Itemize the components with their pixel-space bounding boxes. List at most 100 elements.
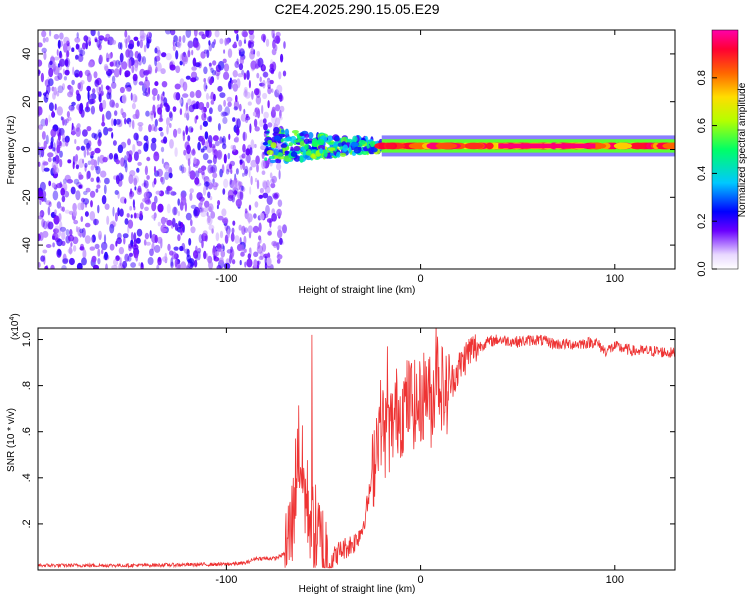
heatmap-cell	[269, 172, 273, 179]
heatmap-cell	[128, 59, 132, 69]
heatmap-cell	[156, 168, 163, 177]
heatmap-cell	[192, 103, 199, 110]
heatmap-cell	[311, 153, 316, 158]
heatmap-cell	[208, 224, 215, 231]
heatmap-cell	[203, 82, 208, 92]
heatmap-cell	[62, 258, 69, 265]
heatmap-cell	[78, 184, 83, 189]
heatmap-cell	[323, 149, 328, 158]
heatmap-cell	[139, 39, 144, 49]
heatmap-cell	[288, 142, 293, 147]
heatmap-cell	[134, 186, 137, 191]
heatmap-cell	[212, 60, 217, 66]
heatmap-cell	[132, 244, 139, 251]
heatmap-cell	[271, 240, 278, 247]
heatmap-cell	[118, 262, 123, 269]
heatmap-cell	[182, 224, 185, 233]
heatmap-cell	[97, 138, 102, 147]
heatmap-cell	[207, 191, 211, 199]
heatmap-cell	[250, 139, 255, 150]
heatmap-cell	[127, 43, 134, 50]
heatmap-cell	[95, 165, 101, 175]
heatmap-cell	[221, 137, 225, 143]
heatmap-cell	[242, 143, 246, 153]
heatmap-cell	[69, 229, 73, 236]
heatmap-cell	[157, 203, 164, 213]
heatmap-cell	[105, 110, 112, 120]
heatmap-cell	[111, 39, 117, 45]
heatmap-cell	[133, 151, 139, 161]
heatmap-cell	[173, 246, 179, 251]
heatmap-cell	[275, 31, 281, 38]
heatmap-cell	[43, 161, 49, 166]
heatmap-cell	[185, 102, 189, 111]
heatmap-cell	[220, 250, 226, 258]
heatmap-cell	[200, 135, 205, 141]
heatmap-cell	[69, 104, 72, 110]
heatmap-cell	[222, 111, 228, 117]
heatmap-cell	[193, 30, 198, 37]
heatmap-cell	[52, 235, 55, 240]
heatmap-cell	[198, 234, 203, 244]
heatmap-cell	[65, 138, 69, 147]
heatmap-cell	[62, 132, 65, 141]
heatmap-cell	[107, 127, 113, 132]
heatmap-cell	[179, 60, 183, 66]
heatmap-cell	[101, 241, 108, 251]
heatmap-cell	[219, 168, 223, 178]
heatmap-cell	[311, 141, 318, 147]
heatmap-cell	[435, 142, 458, 150]
heatmap-cell	[248, 80, 251, 89]
heatmap-cell	[273, 126, 280, 134]
heatmap-cell	[61, 206, 65, 212]
heatmap-cell	[177, 211, 180, 217]
heatmap-cell	[78, 70, 83, 78]
heatmap-cell	[84, 211, 89, 217]
heatmap-cell	[124, 30, 128, 38]
heatmap-cell	[261, 243, 267, 252]
heatmap-cell	[131, 119, 135, 130]
heatmap-cell	[153, 125, 158, 132]
heatmap-cell	[277, 225, 282, 231]
heatmap-cell	[217, 60, 225, 71]
heatmap-cell	[38, 59, 43, 67]
heatmap-cell	[40, 118, 46, 127]
heatmap-cell	[38, 42, 43, 48]
heatmap-cell	[254, 63, 259, 70]
heatmap-cell	[370, 140, 375, 148]
heatmap-cell	[167, 243, 171, 251]
heatmap-cell	[160, 216, 166, 225]
heatmap-cell	[152, 104, 156, 114]
heatmap-cell	[133, 36, 139, 41]
heatmap-cell	[126, 213, 130, 218]
heatmap-cell	[143, 44, 147, 53]
heatmap-cell	[319, 148, 323, 154]
heatmap-cell	[57, 39, 61, 49]
heatmap-cell	[177, 234, 181, 242]
heatmap-cell	[186, 112, 190, 121]
heatmap-cell	[79, 232, 82, 238]
heatmap-cell	[330, 152, 334, 156]
heatmap-cell	[232, 117, 236, 122]
heatmap-cell	[192, 57, 197, 67]
heatmap-cell	[59, 150, 63, 158]
heatmap-cell	[119, 86, 125, 94]
heatmap-cell	[652, 142, 660, 150]
heatmap-cell	[348, 146, 352, 153]
heatmap-cell	[243, 36, 247, 44]
heatmap-cell	[43, 167, 50, 172]
heatmap-cell	[227, 101, 232, 108]
heatmap-cell	[43, 51, 47, 61]
heatmap-cell	[71, 79, 75, 86]
heatmap-cell	[104, 65, 109, 72]
heatmap-cell	[187, 98, 192, 106]
heatmap-cell	[135, 237, 141, 244]
heatmap-cell	[137, 149, 142, 155]
heatmap-cell	[105, 263, 108, 269]
heatmap-cell	[219, 257, 224, 264]
heatmap-cell	[154, 119, 158, 127]
heatmap-cell	[105, 85, 110, 90]
heatmap-cell	[178, 220, 182, 227]
heatmap-cell	[244, 91, 251, 99]
heatmap-cell	[213, 181, 216, 187]
